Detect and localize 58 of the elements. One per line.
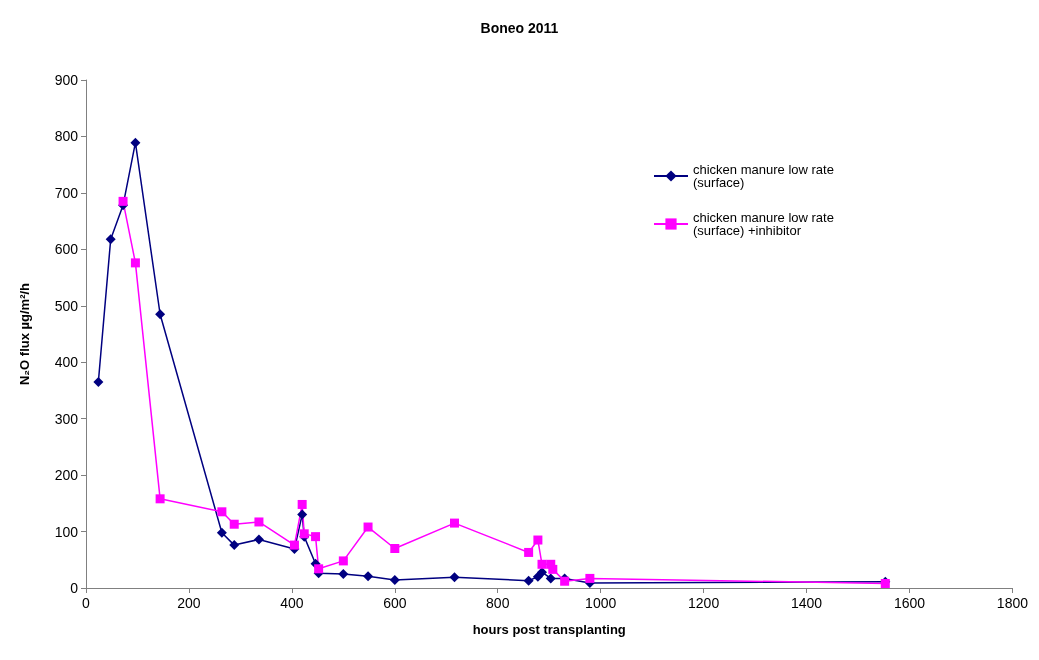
point	[363, 571, 374, 582]
point	[338, 568, 349, 579]
x-tick-label: 1800	[996, 595, 1029, 611]
point	[105, 234, 116, 245]
legend-label: chicken manure low rate (surface)	[693, 162, 838, 190]
x-tick-label: 400	[280, 595, 304, 611]
y-tick-label: 100	[54, 523, 79, 540]
y-tick-label: 500	[54, 297, 79, 314]
point	[314, 564, 324, 574]
point	[289, 540, 299, 550]
point	[130, 137, 141, 148]
point	[585, 573, 595, 583]
x-tick-label: 1200	[688, 595, 720, 611]
x-tick-label: 1400	[790, 595, 823, 611]
point	[533, 535, 543, 545]
point	[523, 575, 534, 586]
y-tick-label: 900	[54, 72, 79, 88]
chart-title: Boneo 2011	[480, 20, 559, 36]
point	[297, 509, 308, 520]
y-tick-label: 200	[54, 467, 79, 484]
x-tick-label: 800	[486, 595, 510, 611]
point	[118, 196, 128, 206]
point	[253, 534, 264, 545]
y-tick-label: 400	[54, 354, 79, 371]
point	[229, 540, 240, 551]
x-tick-label: 1600	[893, 595, 926, 611]
x-tick-label: 0	[82, 595, 91, 611]
point	[450, 518, 460, 528]
point	[93, 376, 104, 387]
point	[390, 543, 400, 553]
point	[537, 567, 548, 578]
point	[548, 564, 558, 574]
point	[545, 573, 556, 584]
y-tick-label: 300	[54, 410, 79, 427]
x-tick-label: 200	[177, 595, 201, 611]
y-tick-label: 800	[54, 128, 79, 145]
point	[449, 572, 460, 583]
x-tick-label: 600	[383, 595, 407, 611]
point	[155, 494, 165, 504]
point	[254, 517, 264, 527]
y-tick-label: 700	[54, 184, 79, 201]
point	[229, 519, 239, 529]
point	[217, 507, 227, 517]
y-tick-label: 0	[70, 580, 79, 596]
point	[311, 532, 321, 542]
point	[155, 309, 166, 320]
point	[524, 547, 534, 557]
point	[130, 258, 140, 268]
y-axis-title: N₂O flux µg/m²/h	[17, 282, 32, 386]
point	[338, 556, 348, 566]
legend-label: chicken manure low rate (surface) +inhibitor	[693, 210, 838, 238]
point	[363, 522, 373, 532]
x-tick-label: 1000	[585, 595, 617, 611]
point	[389, 575, 400, 586]
y-tick-label: 600	[54, 241, 79, 258]
point	[297, 499, 307, 509]
x-axis-title: hours post transplanting	[472, 622, 626, 637]
point	[216, 527, 227, 538]
